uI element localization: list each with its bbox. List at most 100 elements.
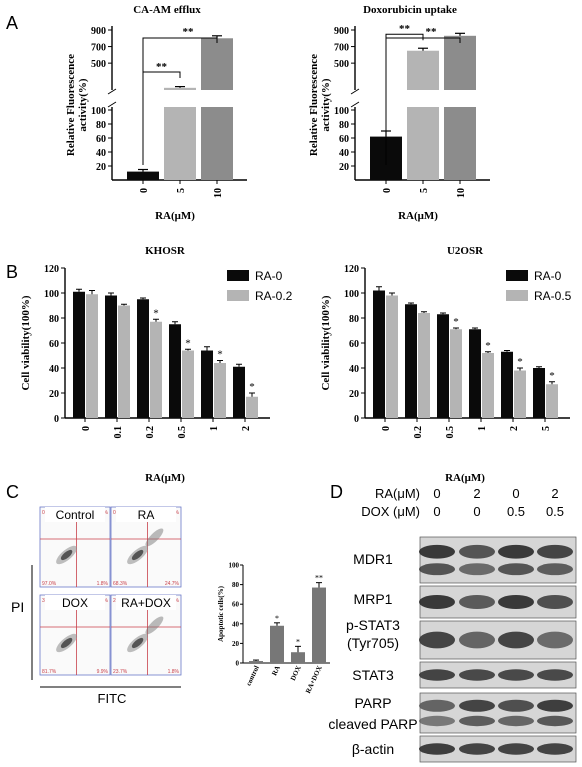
cell-population-core	[60, 549, 73, 561]
legend-label: RA-0.2	[255, 289, 293, 303]
flow-plot-label: RA+DOX	[121, 596, 171, 610]
bar	[407, 50, 439, 90]
axis-break-mark	[107, 88, 117, 95]
pi-axis-label: PI	[11, 599, 24, 615]
y-tick-label: 100	[44, 289, 59, 300]
x-tick-label: 0.5	[445, 426, 456, 439]
x-tick-label: 2	[241, 426, 252, 431]
y-tick-label: 40	[49, 364, 59, 375]
bar	[405, 304, 417, 418]
fitc-axis-label: FITC	[98, 691, 127, 706]
legend-swatch	[227, 270, 249, 281]
blot-header-value: 0	[473, 504, 480, 519]
bar	[546, 384, 558, 418]
bar	[270, 625, 284, 663]
blot-band	[537, 669, 573, 681]
blot-band	[498, 743, 534, 755]
quadrant-percent: 24.7%	[165, 581, 180, 587]
blot-row-label: (Tyr705)	[347, 635, 399, 651]
x-axis-label: RA(μM)	[145, 472, 185, 484]
blot-band	[498, 715, 534, 727]
y-tick-label: 40	[339, 148, 349, 159]
bar	[249, 661, 263, 663]
bar	[482, 353, 494, 418]
x-tick-label: 5	[419, 188, 430, 193]
blot-band	[498, 669, 534, 681]
blot-row-label: MDR1	[353, 551, 393, 567]
flow-plot-label: Control	[56, 508, 95, 522]
bar	[118, 305, 130, 418]
blot-header-value: 2	[551, 486, 558, 501]
bar	[469, 329, 481, 418]
blot-header-label: DOX (μM)	[361, 504, 420, 519]
x-tick-label: 5	[541, 426, 552, 431]
significance-mark: *	[185, 337, 191, 349]
y-tick-label: 60	[49, 339, 59, 350]
y-tick-label: 0	[354, 414, 359, 425]
y-tick-label: 100	[91, 106, 106, 117]
apoptosis-chart: 0 20 40 60 80 100 Apoptotic cells(%) control * RA…	[217, 562, 330, 695]
bar	[164, 87, 196, 90]
y-tick-label: 60	[96, 134, 106, 145]
y-tick-label: 60	[349, 339, 359, 350]
bar	[444, 35, 476, 90]
blot-band	[459, 715, 495, 727]
x-tick-label: 2	[509, 426, 520, 431]
bar	[233, 366, 245, 418]
blot-band	[459, 544, 495, 559]
significance-bracket	[385, 34, 461, 43]
cell-population-core	[131, 549, 144, 561]
y-tick-label: 60	[339, 134, 349, 145]
bar	[214, 363, 226, 418]
blot-band	[459, 699, 495, 712]
x-tick-label: 10	[213, 188, 224, 198]
panel-label-c: C	[6, 482, 19, 502]
doxorubicin-uptake-chart: Doxorubicin uptake20406080100500700900Re…	[308, 4, 490, 222]
x-tick-label: 0	[139, 188, 150, 193]
significance-mark: *	[249, 381, 255, 393]
bar	[201, 107, 233, 180]
x-tick-label: 0.2	[145, 426, 156, 439]
x-tick-label: RA+DOX	[304, 664, 324, 694]
panel-label-b: B	[6, 262, 18, 282]
significance-bracket	[142, 71, 181, 165]
y-tick-label: 0	[236, 660, 240, 668]
bar	[444, 107, 476, 180]
blot-band	[419, 594, 455, 610]
blot-band	[498, 563, 534, 576]
axis-break-mark	[107, 101, 117, 108]
blot-band	[537, 631, 573, 649]
legend-swatch	[506, 290, 528, 301]
legend-label: RA-0	[255, 269, 283, 283]
y-axis-label: Apoptotic cells(%)	[217, 585, 225, 641]
blot-band	[459, 631, 495, 649]
y-tick-label: 700	[334, 43, 349, 54]
blot-band	[419, 563, 455, 576]
quadrant-percent: 1.8%	[168, 669, 180, 675]
blot-band	[537, 544, 573, 559]
y-tick-label: 20	[339, 162, 349, 173]
bar	[201, 38, 233, 90]
blot-header-label: RA(μM)	[375, 486, 420, 501]
bar	[418, 313, 430, 418]
y-tick-label: 40	[96, 148, 106, 159]
y-tick-label: 80	[349, 314, 359, 325]
x-tick-label: 0	[382, 188, 393, 193]
bar	[105, 295, 117, 418]
significance-mark: **	[399, 23, 411, 35]
y-tick-label: 80	[49, 314, 59, 325]
blot-row-label: PARP	[354, 695, 391, 711]
x-tick-label: 0	[381, 426, 392, 431]
blot-band	[498, 544, 534, 559]
bar	[86, 294, 98, 418]
blot-header-value: 0.5	[507, 504, 525, 519]
quadrant-percent: 81.7%	[42, 669, 57, 675]
y-tick-label: 500	[334, 59, 349, 70]
panel-label-d: D	[330, 482, 343, 502]
chart-title: CA-AM efflux	[133, 4, 201, 16]
y-axis-label: activity(%)	[320, 78, 332, 131]
significance-mark: *	[517, 356, 523, 368]
significance-mark: **	[183, 26, 195, 38]
